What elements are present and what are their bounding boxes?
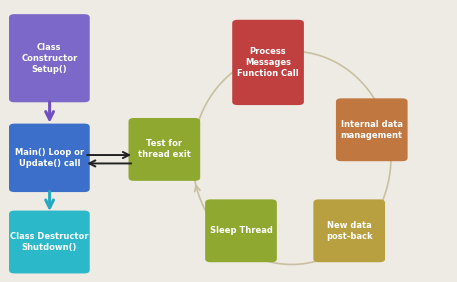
FancyBboxPatch shape xyxy=(232,20,304,105)
Text: Sleep Thread: Sleep Thread xyxy=(210,226,272,235)
FancyBboxPatch shape xyxy=(314,199,385,262)
Text: Test for
thread exit: Test for thread exit xyxy=(138,139,191,159)
Text: New data
post-back: New data post-back xyxy=(326,221,372,241)
Text: Class Destructor
Shutdown(): Class Destructor Shutdown() xyxy=(10,232,89,252)
Text: Process
Messages
Function Call: Process Messages Function Call xyxy=(237,47,299,78)
FancyBboxPatch shape xyxy=(205,199,277,262)
Text: Class
Constructor
Setup(): Class Constructor Setup() xyxy=(21,43,78,74)
FancyBboxPatch shape xyxy=(336,98,408,161)
FancyBboxPatch shape xyxy=(9,124,90,192)
FancyBboxPatch shape xyxy=(9,14,90,102)
FancyBboxPatch shape xyxy=(9,211,90,274)
FancyBboxPatch shape xyxy=(128,118,200,181)
Text: Main() Loop or
Update() call: Main() Loop or Update() call xyxy=(15,148,84,168)
Text: Internal data
management: Internal data management xyxy=(341,120,403,140)
